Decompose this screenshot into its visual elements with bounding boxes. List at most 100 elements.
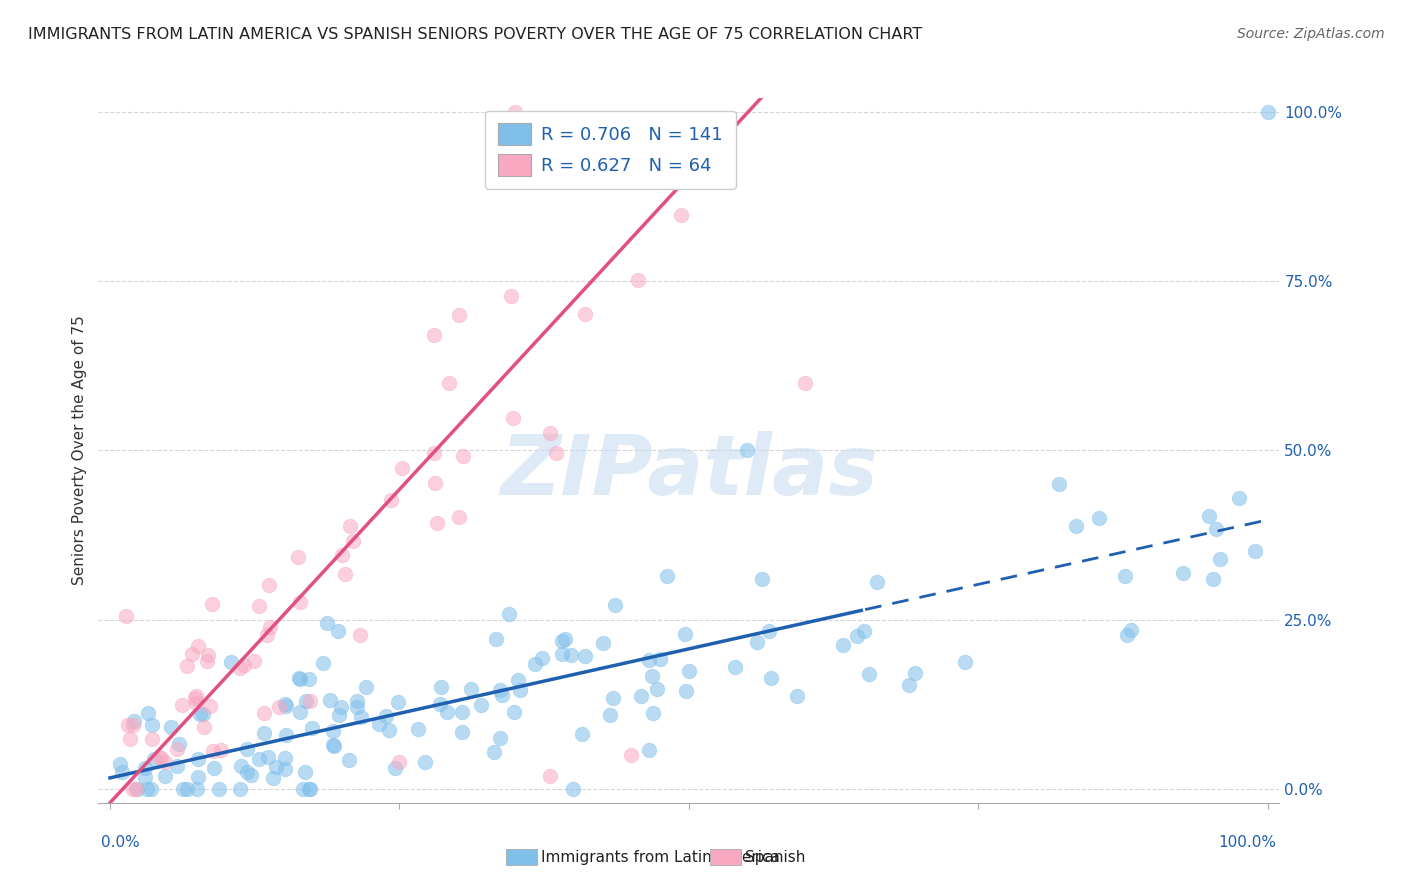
Point xyxy=(349,628,371,642)
Point xyxy=(678,664,700,678)
Point xyxy=(122,718,145,732)
Point xyxy=(197,648,219,662)
Point xyxy=(312,656,335,670)
Point xyxy=(638,653,661,667)
Point xyxy=(1209,552,1232,566)
Point xyxy=(139,782,162,797)
Point xyxy=(339,519,361,533)
Point xyxy=(498,607,520,622)
Point xyxy=(136,782,159,797)
Point xyxy=(650,652,672,666)
Point xyxy=(904,666,927,681)
Point xyxy=(235,742,257,756)
Point xyxy=(735,443,758,458)
Point xyxy=(257,577,280,591)
Point xyxy=(745,635,768,649)
Point xyxy=(247,752,270,766)
Point xyxy=(322,723,344,738)
Point xyxy=(1198,509,1220,524)
Point xyxy=(186,752,208,766)
Point xyxy=(640,669,662,683)
Point xyxy=(184,689,207,703)
Point xyxy=(858,666,880,681)
Point xyxy=(599,708,621,723)
Point xyxy=(408,723,430,737)
Point xyxy=(1114,569,1136,583)
Point xyxy=(172,782,194,797)
Point xyxy=(287,671,309,685)
Point xyxy=(1243,544,1265,558)
Point xyxy=(1202,572,1225,586)
Point xyxy=(141,718,163,732)
Point xyxy=(346,699,368,714)
Point xyxy=(298,782,321,797)
Point xyxy=(176,782,198,797)
Point xyxy=(291,782,314,797)
Point xyxy=(290,595,312,609)
Point xyxy=(551,634,574,648)
Text: 100.0%: 100.0% xyxy=(1219,836,1277,850)
Point xyxy=(247,599,270,613)
Point xyxy=(143,752,166,766)
Point xyxy=(202,761,225,775)
Point xyxy=(273,750,295,764)
Point xyxy=(181,647,204,661)
Point xyxy=(294,765,316,780)
Point xyxy=(724,660,747,674)
Text: Immigrants from Latin America: Immigrants from Latin America xyxy=(541,850,780,864)
Point xyxy=(451,725,474,739)
Point xyxy=(491,688,513,702)
Point xyxy=(786,690,808,704)
Point xyxy=(1257,104,1279,119)
Point xyxy=(793,376,815,390)
Point xyxy=(429,680,451,694)
Point xyxy=(544,445,567,459)
Point xyxy=(1064,518,1087,533)
Point xyxy=(188,707,211,722)
Point xyxy=(447,308,470,322)
Point xyxy=(374,708,396,723)
Point xyxy=(274,728,297,742)
Point xyxy=(262,771,284,785)
Point xyxy=(669,208,692,222)
Text: IMMIGRANTS FROM LATIN AMERICA VS SPANISH SENIORS POVERTY OVER THE AGE OF 75 CORR: IMMIGRANTS FROM LATIN AMERICA VS SPANISH… xyxy=(28,27,922,42)
Point xyxy=(485,632,508,647)
Point xyxy=(592,636,614,650)
Text: ZIPatlas: ZIPatlas xyxy=(501,431,877,512)
Point xyxy=(1205,522,1227,536)
Point xyxy=(136,706,159,720)
Point xyxy=(643,706,665,720)
Point xyxy=(184,696,207,710)
Point xyxy=(257,749,280,764)
Point xyxy=(253,706,276,721)
Text: Spanish: Spanish xyxy=(745,850,806,864)
Point xyxy=(451,449,474,463)
Point xyxy=(115,608,138,623)
Point xyxy=(602,691,624,706)
Point xyxy=(506,673,529,688)
Point xyxy=(560,648,582,662)
Point xyxy=(866,575,889,590)
Point xyxy=(470,698,492,712)
Point xyxy=(274,762,297,776)
Point xyxy=(290,673,312,687)
Point xyxy=(460,682,482,697)
Point xyxy=(243,654,266,668)
Point xyxy=(288,705,311,719)
Point xyxy=(186,782,208,797)
Point xyxy=(451,705,474,719)
Point xyxy=(574,307,596,321)
Point xyxy=(328,708,350,723)
Y-axis label: Seniors Poverty Over the Age of 75: Seniors Poverty Over the Age of 75 xyxy=(72,316,87,585)
Point xyxy=(319,693,342,707)
Point xyxy=(388,755,411,769)
Point xyxy=(219,655,242,669)
Point xyxy=(380,493,402,508)
Point xyxy=(330,548,353,562)
Point xyxy=(274,698,297,713)
Point xyxy=(673,627,696,641)
Point xyxy=(121,782,143,797)
Point xyxy=(120,732,142,747)
Point xyxy=(423,328,446,343)
Point xyxy=(502,411,524,425)
